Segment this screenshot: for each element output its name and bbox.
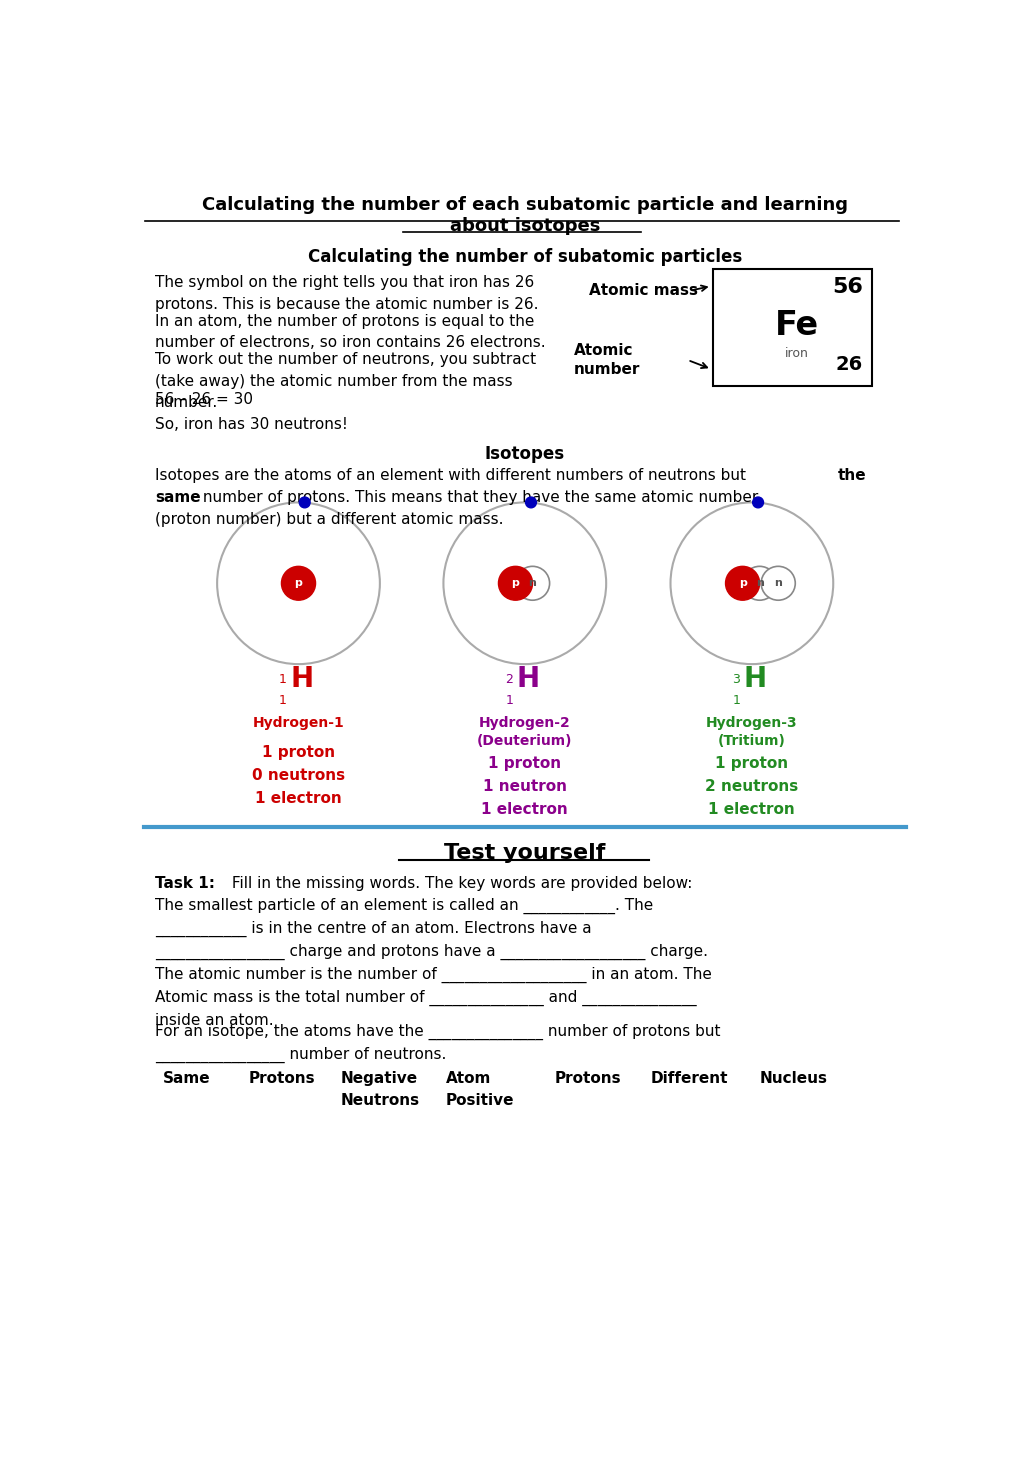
Text: The smallest particle of an element is called an ____________. The
____________ : The smallest particle of an element is c…: [155, 898, 712, 1028]
Text: Atom: Atom: [445, 1071, 492, 1087]
FancyBboxPatch shape: [713, 269, 872, 386]
Text: 0 neutrons: 0 neutrons: [252, 768, 345, 782]
Text: n: n: [528, 578, 537, 589]
Text: The symbol on the right tells you that iron has 26
protons. This is because the : The symbol on the right tells you that i…: [155, 275, 539, 312]
Text: Neutrons: Neutrons: [341, 1093, 420, 1108]
Text: Fe: Fe: [774, 309, 818, 342]
Text: p: p: [512, 578, 519, 589]
Text: Same: Same: [163, 1071, 211, 1087]
Text: Positive: Positive: [445, 1093, 514, 1108]
Text: H: H: [290, 664, 313, 692]
Text: about isotopes: about isotopes: [450, 217, 600, 235]
Text: Protons: Protons: [554, 1071, 621, 1087]
Text: 1 proton: 1 proton: [262, 745, 335, 760]
Text: Negative: Negative: [341, 1071, 418, 1087]
Text: Hydrogen-1: Hydrogen-1: [253, 716, 344, 729]
Text: For an isotope, the atoms have the _______________ number of protons but
_______: For an isotope, the atoms have the _____…: [155, 1023, 721, 1063]
Text: 1 neutron: 1 neutron: [482, 779, 567, 794]
Text: 1 proton: 1 proton: [488, 756, 561, 771]
Text: 1: 1: [732, 694, 740, 707]
Text: Fill in the missing words. The key words are provided below:: Fill in the missing words. The key words…: [227, 876, 692, 890]
Circle shape: [761, 566, 796, 600]
Text: p: p: [738, 578, 746, 589]
Circle shape: [282, 566, 315, 600]
Circle shape: [499, 566, 532, 600]
Text: Nucleus: Nucleus: [760, 1071, 827, 1087]
Text: 56 – 26 = 30: 56 – 26 = 30: [155, 392, 253, 407]
Circle shape: [515, 566, 550, 600]
Text: number of protons. This means that they have the same atomic number: number of protons. This means that they …: [198, 490, 758, 506]
Text: 1: 1: [280, 694, 287, 707]
Circle shape: [753, 497, 764, 507]
Text: 1 proton: 1 proton: [716, 756, 788, 771]
Text: Atomic
number: Atomic number: [573, 343, 640, 377]
Text: n: n: [756, 578, 764, 589]
Text: Protons: Protons: [248, 1071, 314, 1087]
Text: n: n: [774, 578, 782, 589]
Circle shape: [726, 566, 760, 600]
Text: Atomic mass: Atomic mass: [589, 282, 698, 299]
Text: Isotopes: Isotopes: [484, 445, 565, 463]
Text: 2 neutrons: 2 neutrons: [706, 779, 799, 794]
Text: 1 electron: 1 electron: [255, 791, 342, 806]
Text: Different: Different: [651, 1071, 729, 1087]
Text: Isotopes are the atoms of an element with different numbers of neutrons but: Isotopes are the atoms of an element wit…: [155, 467, 751, 482]
Text: 1: 1: [280, 673, 287, 686]
Text: same: same: [155, 490, 201, 506]
Text: 1 electron: 1 electron: [481, 802, 568, 816]
Text: 2: 2: [506, 673, 513, 686]
Text: H: H: [743, 664, 767, 692]
Text: iron: iron: [784, 348, 808, 361]
Text: Hydrogen-2
(Deuterium): Hydrogen-2 (Deuterium): [477, 716, 572, 747]
Text: H: H: [516, 664, 540, 692]
Text: In an atom, the number of protons is equal to the
number of electrons, so iron c: In an atom, the number of protons is equ…: [155, 314, 546, 351]
Text: (proton number) but a different atomic mass.: (proton number) but a different atomic m…: [155, 512, 504, 528]
Text: Calculating the number of each subatomic particle and learning: Calculating the number of each subatomic…: [202, 195, 848, 214]
Text: Calculating the number of subatomic particles: Calculating the number of subatomic part…: [307, 247, 742, 266]
Text: 56: 56: [831, 277, 862, 297]
Text: 3: 3: [732, 673, 740, 686]
Text: Task 1:: Task 1:: [155, 876, 215, 890]
Text: p: p: [295, 578, 302, 589]
Text: 1 electron: 1 electron: [709, 802, 796, 816]
Text: the: the: [838, 467, 866, 482]
Text: Hydrogen-3
(Tritium): Hydrogen-3 (Tritium): [707, 716, 798, 747]
Text: So, iron has 30 neutrons!: So, iron has 30 neutrons!: [155, 417, 348, 432]
Text: Test yourself: Test yourself: [444, 843, 605, 862]
Circle shape: [299, 497, 310, 507]
Text: 26: 26: [836, 355, 862, 374]
Circle shape: [742, 566, 776, 600]
Circle shape: [525, 497, 537, 507]
Text: 1: 1: [506, 694, 513, 707]
Text: To work out the number of neutrons, you subtract
(take away) the atomic number f: To work out the number of neutrons, you …: [155, 352, 537, 411]
